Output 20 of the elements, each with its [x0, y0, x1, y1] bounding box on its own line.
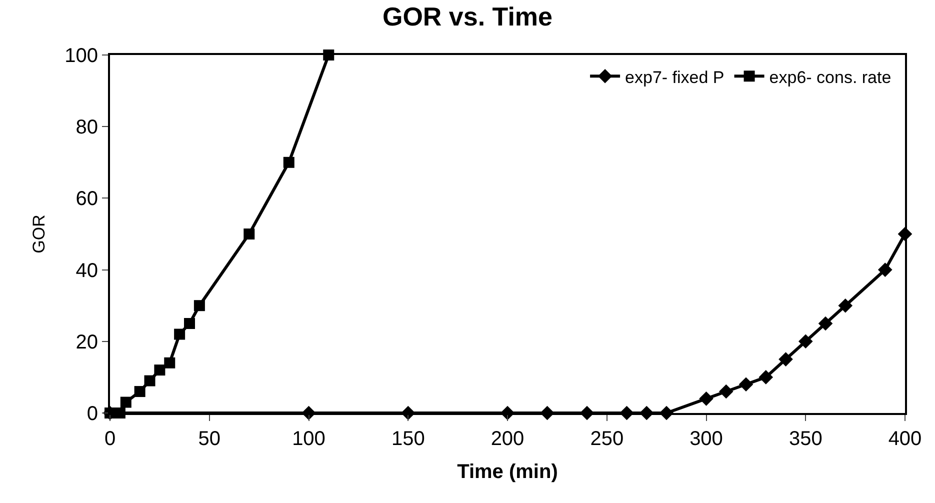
x-tick-label: 50 [198, 428, 221, 450]
y-tick-label: 60 [76, 188, 98, 210]
legend-label: exp7- fixed P [625, 68, 724, 87]
x-tick-label: 150 [391, 428, 425, 450]
chart-title: GOR vs. Time [382, 2, 553, 32]
x-tick-label: 250 [590, 428, 624, 450]
y-tick-label: 100 [64, 45, 98, 67]
y-tick-label: 40 [76, 260, 98, 282]
x-tick-label: 300 [690, 428, 723, 450]
y-tick-label: 80 [76, 116, 98, 139]
legend-label: exp6- cons. rate [769, 68, 892, 87]
x-axis-title: Time (min) [457, 461, 558, 483]
x-tick-label: 400 [888, 428, 922, 450]
y-axis-title: GOR [30, 214, 49, 254]
x-tick-label: 200 [490, 428, 524, 450]
x-tick-label: 100 [292, 428, 326, 450]
y-tick-label: 0 [86, 403, 98, 425]
y-tick-label: 20 [76, 331, 98, 354]
x-tick-label: 0 [104, 428, 116, 450]
x-tick-label: 350 [788, 428, 822, 450]
